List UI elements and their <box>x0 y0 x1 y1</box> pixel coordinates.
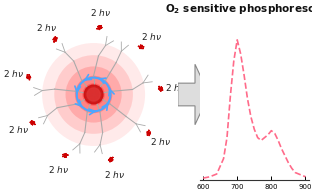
Text: $2\ h\nu$: $2\ h\nu$ <box>141 31 163 42</box>
Polygon shape <box>158 86 161 91</box>
Circle shape <box>87 88 100 101</box>
Polygon shape <box>54 37 57 43</box>
Circle shape <box>84 85 103 104</box>
Text: $2\ h\nu$: $2\ h\nu$ <box>8 124 30 135</box>
Circle shape <box>42 43 145 146</box>
Polygon shape <box>138 46 144 49</box>
Text: $2\ h\nu$: $2\ h\nu$ <box>36 22 57 33</box>
Polygon shape <box>53 36 56 40</box>
Text: $2\ h\nu$: $2\ h\nu$ <box>90 7 111 18</box>
Text: $2\ h\nu$: $2\ h\nu$ <box>165 82 186 93</box>
Text: $2\ h\nu$: $2\ h\nu$ <box>150 136 172 147</box>
Polygon shape <box>178 64 209 125</box>
Polygon shape <box>147 130 149 136</box>
Polygon shape <box>96 27 102 30</box>
Title: $\mathbf{O_2}$ $\mathbf{sensitive\ phosphorescence}$: $\mathbf{O_2}$ $\mathbf{sensitive\ phosp… <box>165 2 312 16</box>
Circle shape <box>66 66 122 123</box>
Circle shape <box>54 55 133 134</box>
Circle shape <box>75 76 112 113</box>
Polygon shape <box>149 132 150 136</box>
Polygon shape <box>109 157 113 161</box>
Text: $2\ h\nu$: $2\ h\nu$ <box>3 68 25 79</box>
Polygon shape <box>161 87 163 91</box>
Polygon shape <box>62 156 67 157</box>
Polygon shape <box>31 121 35 125</box>
Text: $2\ h\nu$: $2\ h\nu$ <box>48 164 69 175</box>
Polygon shape <box>110 159 113 162</box>
Circle shape <box>82 83 105 106</box>
Polygon shape <box>97 26 102 27</box>
Polygon shape <box>140 45 144 47</box>
Polygon shape <box>30 122 33 125</box>
Text: $2\ h\nu$: $2\ h\nu$ <box>104 169 125 180</box>
Polygon shape <box>28 74 31 80</box>
Polygon shape <box>27 74 28 79</box>
Polygon shape <box>62 153 68 156</box>
